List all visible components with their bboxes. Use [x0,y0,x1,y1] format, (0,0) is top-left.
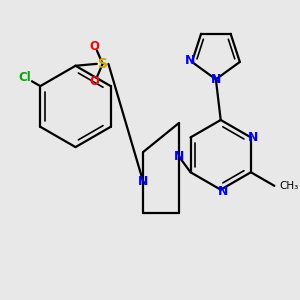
Text: CH₃: CH₃ [279,181,298,191]
Text: N: N [248,131,258,144]
Text: N: N [185,55,195,68]
Text: N: N [138,176,148,188]
Text: Cl: Cl [19,71,31,84]
Text: S: S [98,57,108,71]
Text: N: N [211,73,221,86]
Text: O: O [90,75,100,88]
Text: N: N [174,150,184,163]
Text: O: O [90,40,100,53]
Text: N: N [218,185,228,198]
